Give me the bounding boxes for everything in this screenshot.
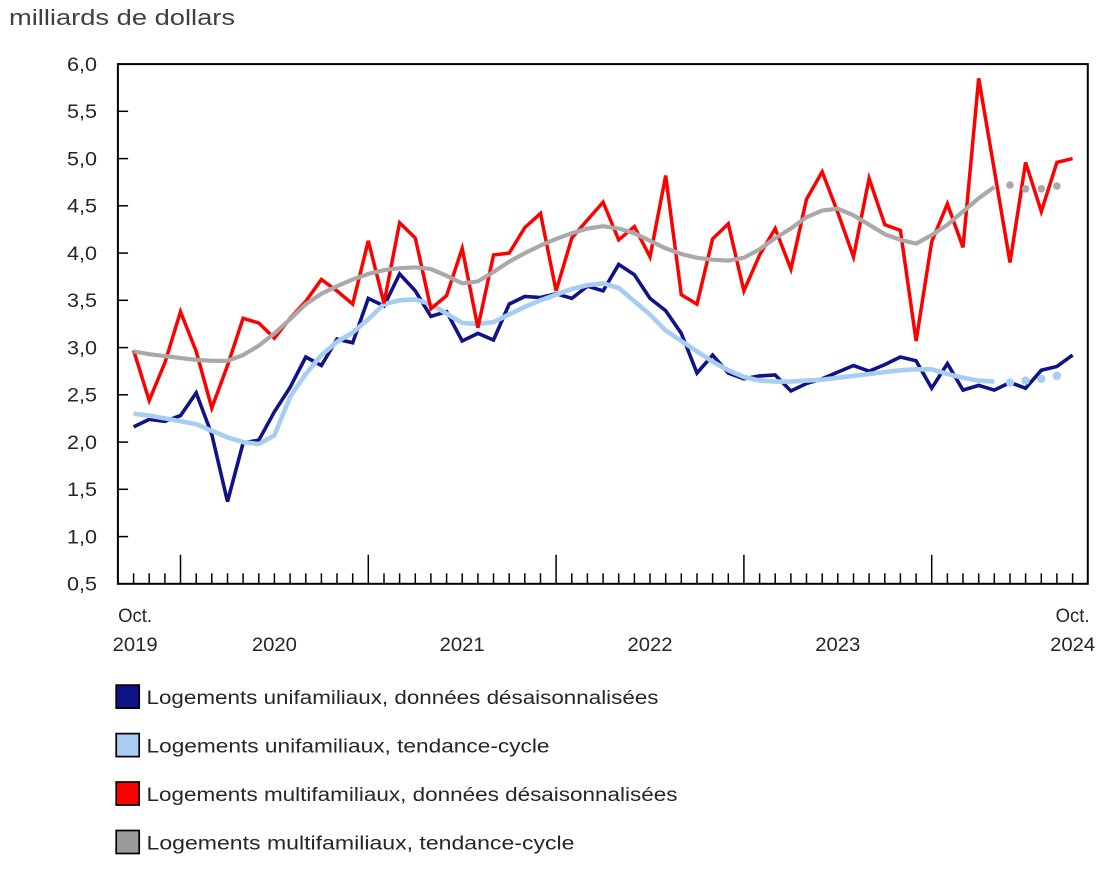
- svg-text:Logements multifamiliaux, donn: Logements multifamiliaux, données désais…: [147, 785, 678, 806]
- svg-text:2022: 2022: [628, 635, 673, 656]
- svg-text:3,5: 3,5: [67, 291, 97, 312]
- svg-text:1,0: 1,0: [67, 527, 97, 548]
- svg-text:6,0: 6,0: [67, 55, 97, 76]
- svg-text:2019: 2019: [113, 635, 158, 656]
- svg-text:2,0: 2,0: [67, 433, 97, 454]
- svg-text:5,5: 5,5: [67, 102, 97, 123]
- svg-text:Logements unifamiliaux, donnée: Logements unifamiliaux, données désaison…: [147, 688, 659, 709]
- svg-text:5,0: 5,0: [67, 149, 97, 170]
- svg-text:1,5: 1,5: [67, 480, 97, 501]
- svg-text:2021: 2021: [440, 635, 485, 656]
- svg-text:Oct.: Oct.: [1056, 606, 1090, 627]
- svg-text:2,5: 2,5: [67, 386, 97, 407]
- svg-text:2024: 2024: [1050, 635, 1095, 656]
- svg-text:Logements unifamiliaux, tendan: Logements unifamiliaux, tendance-cycle: [147, 737, 550, 758]
- svg-text:3,0: 3,0: [67, 338, 97, 359]
- svg-text:Logements multifamiliaux, tend: Logements multifamiliaux, tendance-cycle: [147, 834, 575, 855]
- svg-text:4,0: 4,0: [67, 244, 97, 265]
- svg-text:2020: 2020: [252, 635, 297, 656]
- svg-text:2023: 2023: [815, 635, 860, 656]
- svg-text:0,5: 0,5: [67, 575, 97, 596]
- svg-text:milliards de dollars: milliards de dollars: [9, 5, 235, 30]
- svg-text:4,5: 4,5: [67, 197, 97, 218]
- svg-text:Oct.: Oct.: [118, 606, 152, 627]
